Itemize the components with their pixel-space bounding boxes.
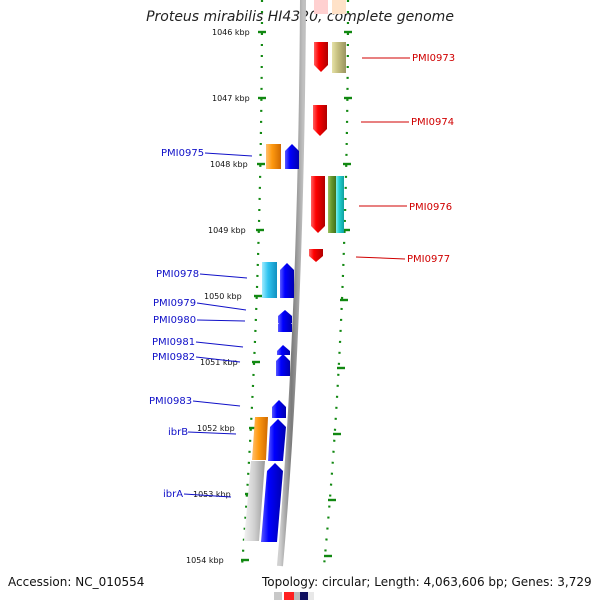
- gene-PMI0979[interactable]: [278, 310, 292, 323]
- scale-label-1052: 1052 kbp: [197, 424, 235, 433]
- leader-ibrA: [183, 493, 232, 498]
- gene-partial-bottom-grey2[interactable]: [294, 592, 300, 600]
- gene-PMI0973[interactable]: [314, 42, 328, 72]
- gene-partial-bottom-grey[interactable]: [274, 592, 282, 600]
- topology-text: Topology: circular; Length: 4,063,606 bp…: [262, 575, 592, 589]
- leader-PMI0982: [195, 356, 241, 363]
- gene-PMI0983[interactable]: [272, 400, 286, 418]
- scale-label-1047: 1047 kbp: [212, 94, 250, 103]
- gene-PMI0976[interactable]: [311, 176, 325, 233]
- scale-label-1053: 1053 kbp: [193, 490, 231, 499]
- scale-label-1054: 1054 kbp: [186, 556, 224, 565]
- gene-partial-bottom-white[interactable]: [308, 592, 314, 600]
- gene-PMI0975[interactable]: [285, 144, 299, 169]
- gene-PMI0975-orange[interactable]: [266, 144, 281, 169]
- gene-partial-top-peach[interactable]: [332, 0, 346, 14]
- gene-partial-bottom-red[interactable]: [284, 592, 294, 600]
- label-PMI0977[interactable]: PMI0977: [407, 254, 450, 265]
- gene-PMI0974[interactable]: [313, 105, 327, 136]
- label-PMI0980[interactable]: PMI0980: [153, 315, 196, 326]
- gene-PMI0976-green[interactable]: [328, 176, 336, 233]
- leader-PMI0981: [195, 341, 244, 348]
- gene-ibrA-grey[interactable]: [244, 461, 265, 541]
- gene-PMI0973-neighbor[interactable]: [332, 42, 346, 73]
- gene-partial-bottom-navy[interactable]: [300, 592, 308, 600]
- label-PMI0981[interactable]: PMI0981: [152, 337, 195, 348]
- gene-PMI0976-teal[interactable]: [336, 176, 344, 233]
- gene-ibrB-orange[interactable]: [252, 417, 268, 460]
- label-PMI0973[interactable]: PMI0973: [412, 53, 455, 64]
- gene-PMI0978[interactable]: [280, 263, 294, 298]
- label-PMI0975[interactable]: PMI0975: [161, 148, 204, 159]
- leader-PMI0977: [355, 256, 406, 260]
- right-scale-guide: [322, 0, 350, 567]
- label-PMI0974[interactable]: PMI0974: [411, 117, 454, 128]
- scale-label-1051: 1051 kbp: [200, 358, 238, 367]
- gene-PMI0978-cyan[interactable]: [262, 262, 277, 298]
- leader-PMI0978: [199, 273, 248, 279]
- scale-label-1050: 1050 kbp: [204, 292, 242, 301]
- gene-ibrA[interactable]: [261, 463, 283, 542]
- label-ibrA[interactable]: ibrA: [163, 489, 183, 500]
- gene-partial-top-red[interactable]: [314, 0, 328, 14]
- gene-PMI0977[interactable]: [309, 249, 323, 262]
- leader-ibrB: [187, 431, 237, 435]
- label-PMI0978[interactable]: PMI0978: [156, 269, 199, 280]
- scale-label-1046: 1046 kbp: [212, 28, 250, 37]
- label-PMI0983[interactable]: PMI0983: [149, 396, 192, 407]
- label-PMI0979[interactable]: PMI0979: [153, 298, 196, 309]
- label-PMI0976[interactable]: PMI0976: [409, 202, 452, 213]
- scale-label-1049: 1049 kbp: [208, 226, 246, 235]
- genome-backbone: [277, 0, 306, 567]
- leader-PMI0979: [196, 302, 247, 311]
- gene-PMI0982[interactable]: [276, 354, 290, 376]
- gene-PMI0981[interactable]: [277, 345, 290, 355]
- scale-label-1048: 1048 kbp: [210, 160, 248, 169]
- label-ibrB[interactable]: ibrB: [168, 427, 188, 438]
- gene-PMI0980[interactable]: [278, 318, 292, 332]
- leader-PMI0975: [204, 152, 253, 157]
- gene-ibrB[interactable]: [268, 419, 286, 461]
- label-PMI0982[interactable]: PMI0982: [152, 352, 195, 363]
- leader-PMI0980: [196, 319, 246, 322]
- accession-text: Accession: NC_010554: [8, 575, 145, 589]
- leader-PMI0983: [192, 400, 241, 407]
